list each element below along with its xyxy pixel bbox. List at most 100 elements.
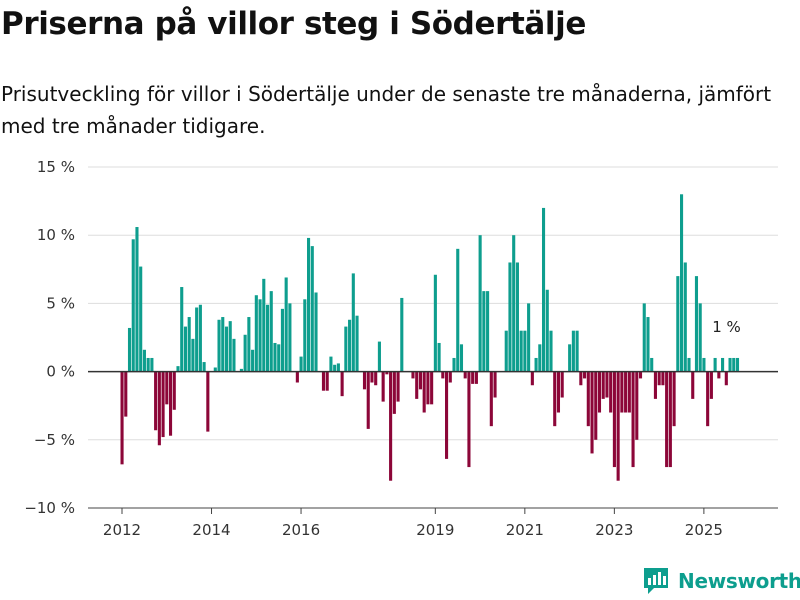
bar [183,326,188,372]
bar [482,291,486,372]
bar [709,371,713,399]
bar [172,371,176,410]
bar [437,342,441,372]
bar [280,308,284,372]
bar [336,363,340,372]
bar [247,317,251,372]
bar [310,246,314,372]
bar [624,371,628,413]
bar [321,371,326,391]
bar [340,371,344,397]
bar [478,235,482,372]
bar [571,330,575,372]
bar [262,278,266,372]
y-tick-label: −10 % [24,499,75,517]
bar [508,262,512,372]
bar [523,330,527,372]
x-tick-label: 2014 [192,521,230,539]
bar [269,291,273,372]
bar [732,357,736,372]
bar [351,273,355,372]
bar [456,248,460,372]
bar [124,371,128,417]
bar [445,371,449,459]
bar [127,327,132,372]
bar [728,357,732,372]
bar [392,371,396,414]
bar [418,371,422,390]
bar [206,371,210,432]
bar [609,371,613,413]
bar [698,303,702,372]
bar [713,357,717,372]
bar [277,344,281,372]
bar [680,194,684,372]
bar [631,371,635,468]
bar [560,371,564,398]
bar [258,299,262,372]
bar [493,371,497,398]
bar [724,371,728,386]
bar [489,371,493,427]
x-tick-label: 2012 [103,521,141,539]
bar [168,371,173,436]
bar [180,287,184,372]
bar [463,371,467,379]
bar [601,371,605,399]
bar [583,371,587,379]
brand-name: Newsworthy [678,569,800,593]
bar [307,237,311,372]
bar [653,371,657,399]
bar [325,371,329,391]
bar [620,371,624,413]
bar [303,299,307,372]
bar [642,303,646,372]
bar [538,344,542,372]
x-tick-label: 2025 [685,521,723,539]
bar [131,239,135,372]
bar [288,303,292,372]
bar [251,349,255,372]
x-axis: 2012 2014 2016 2019 2021 2023 2025 [103,508,723,539]
bar [568,344,572,372]
bar [527,303,531,372]
bar [348,319,352,372]
bar [213,367,217,372]
bar [534,357,538,372]
bar [597,371,602,413]
bar [228,321,232,372]
bar [195,307,199,372]
bar [254,295,258,372]
bar [355,315,359,372]
bar [702,357,706,372]
bar [676,276,680,372]
bar [691,371,695,399]
bar [157,371,161,446]
bar [549,330,553,372]
bar [668,371,672,468]
bar [224,326,229,372]
bar [661,371,665,386]
bar [422,371,426,413]
bar [612,371,616,468]
bar [154,371,158,431]
bar [586,371,590,427]
bar [146,357,150,372]
bar [415,371,419,399]
bar [627,371,631,413]
bar [687,357,691,372]
bar [150,357,154,372]
bars [120,194,740,481]
bar [672,371,676,427]
bar [486,291,490,372]
bar [381,371,385,402]
bar [721,357,725,372]
chart-subtitle: Prisutveckling för villor i Södertälje u… [1,82,772,138]
bar [333,364,337,372]
bar [161,371,165,438]
bar [120,371,124,465]
annotations: 1 % [712,318,741,336]
bar [530,371,534,386]
bar [165,371,169,405]
